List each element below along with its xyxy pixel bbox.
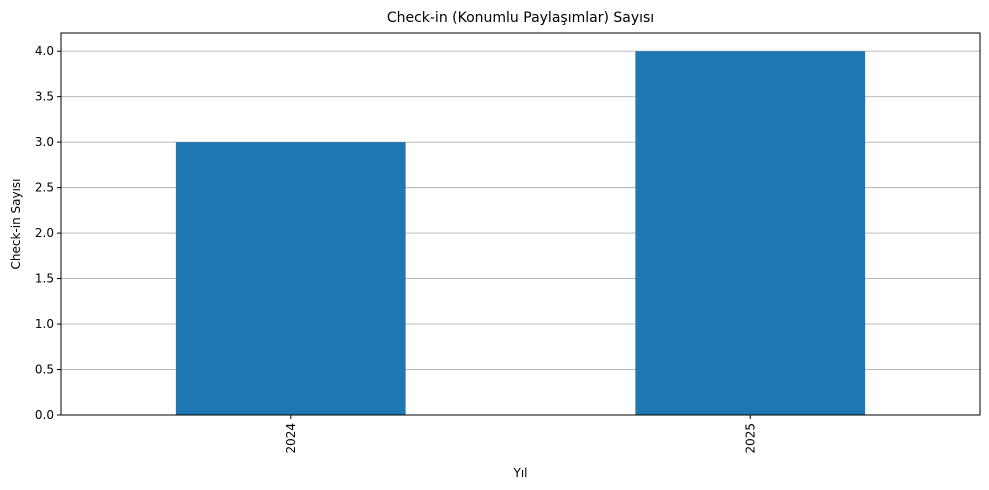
y-axis-ticks: 0.0 0.5 1.0 1.5 2.0 2.5 3.0 3.5 4.0 — [35, 44, 61, 422]
x-tick-label: 2025 — [743, 423, 757, 454]
y-tick-label: 0.0 — [35, 408, 54, 422]
bar-2024 — [175, 142, 406, 415]
y-tick-label: 1.5 — [35, 272, 54, 286]
y-tick-label: 2.5 — [35, 181, 54, 195]
y-axis-label: Check-in Sayısı — [9, 179, 23, 270]
y-tick-label: 3.5 — [35, 90, 54, 104]
x-tick-label: 2024 — [284, 423, 298, 454]
y-tick-label: 1.0 — [35, 317, 54, 331]
y-tick-label: 3.0 — [35, 135, 54, 149]
chart-title: Check-in (Konumlu Paylaşımlar) Sayısı — [387, 10, 654, 26]
bar-2025 — [635, 51, 866, 415]
plot-frame — [60, 32, 981, 416]
y-tick-label: 4.0 — [35, 44, 54, 58]
y-tick-label: 2.0 — [35, 226, 54, 240]
bars — [175, 51, 866, 415]
x-axis-label: Yıl — [513, 466, 528, 480]
x-axis-ticks: 2024 2025 — [284, 415, 757, 454]
y-tick-label: 0.5 — [35, 363, 54, 377]
